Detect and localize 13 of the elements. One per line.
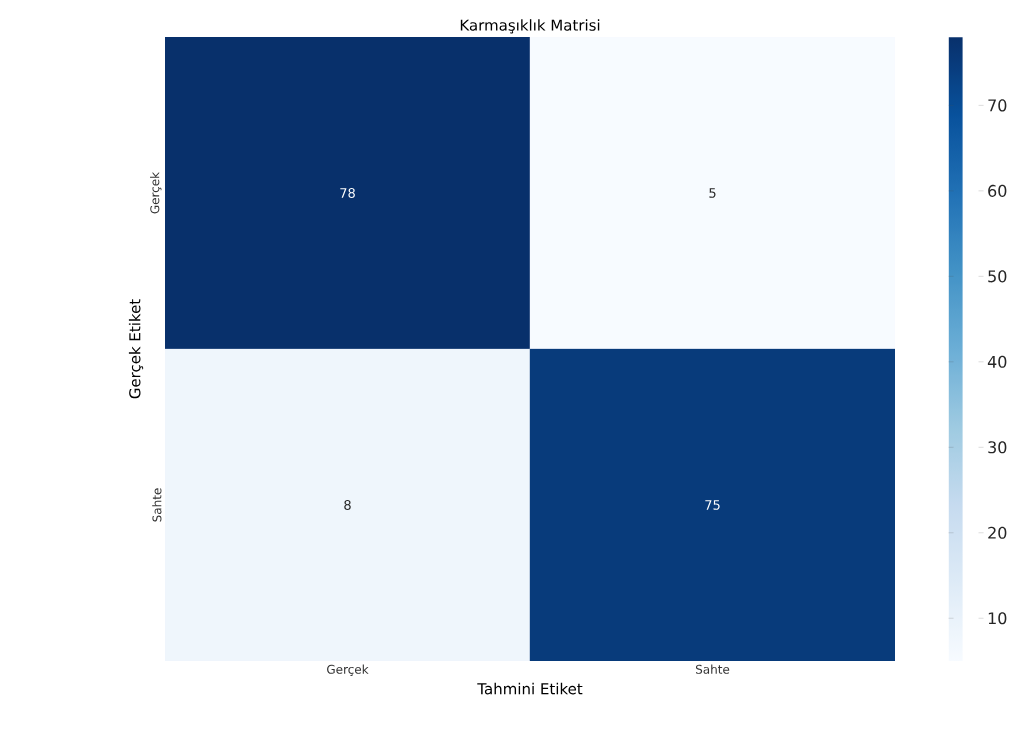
data-label: 75 bbox=[705, 500, 720, 510]
y-axis-title: Gerçek Etiket bbox=[128, 299, 144, 399]
color-bar-label: 40 bbox=[987, 355, 1007, 368]
color-bar-label: 20 bbox=[988, 526, 1007, 539]
color-bar-label: 10 bbox=[988, 612, 1007, 625]
color-bar-label: 70 bbox=[988, 99, 1007, 112]
color-bar-label: 60 bbox=[988, 184, 1007, 197]
color-bar-label: 50 bbox=[988, 270, 1007, 283]
x-axis-title: Tahmini Etiket bbox=[477, 682, 583, 695]
data-label: 78 bbox=[340, 188, 355, 198]
color-bar-label: 30 bbox=[988, 441, 1007, 454]
data-label: 8 bbox=[344, 500, 351, 510]
chart-title: Karmaşıklık Matrisi bbox=[460, 19, 600, 34]
